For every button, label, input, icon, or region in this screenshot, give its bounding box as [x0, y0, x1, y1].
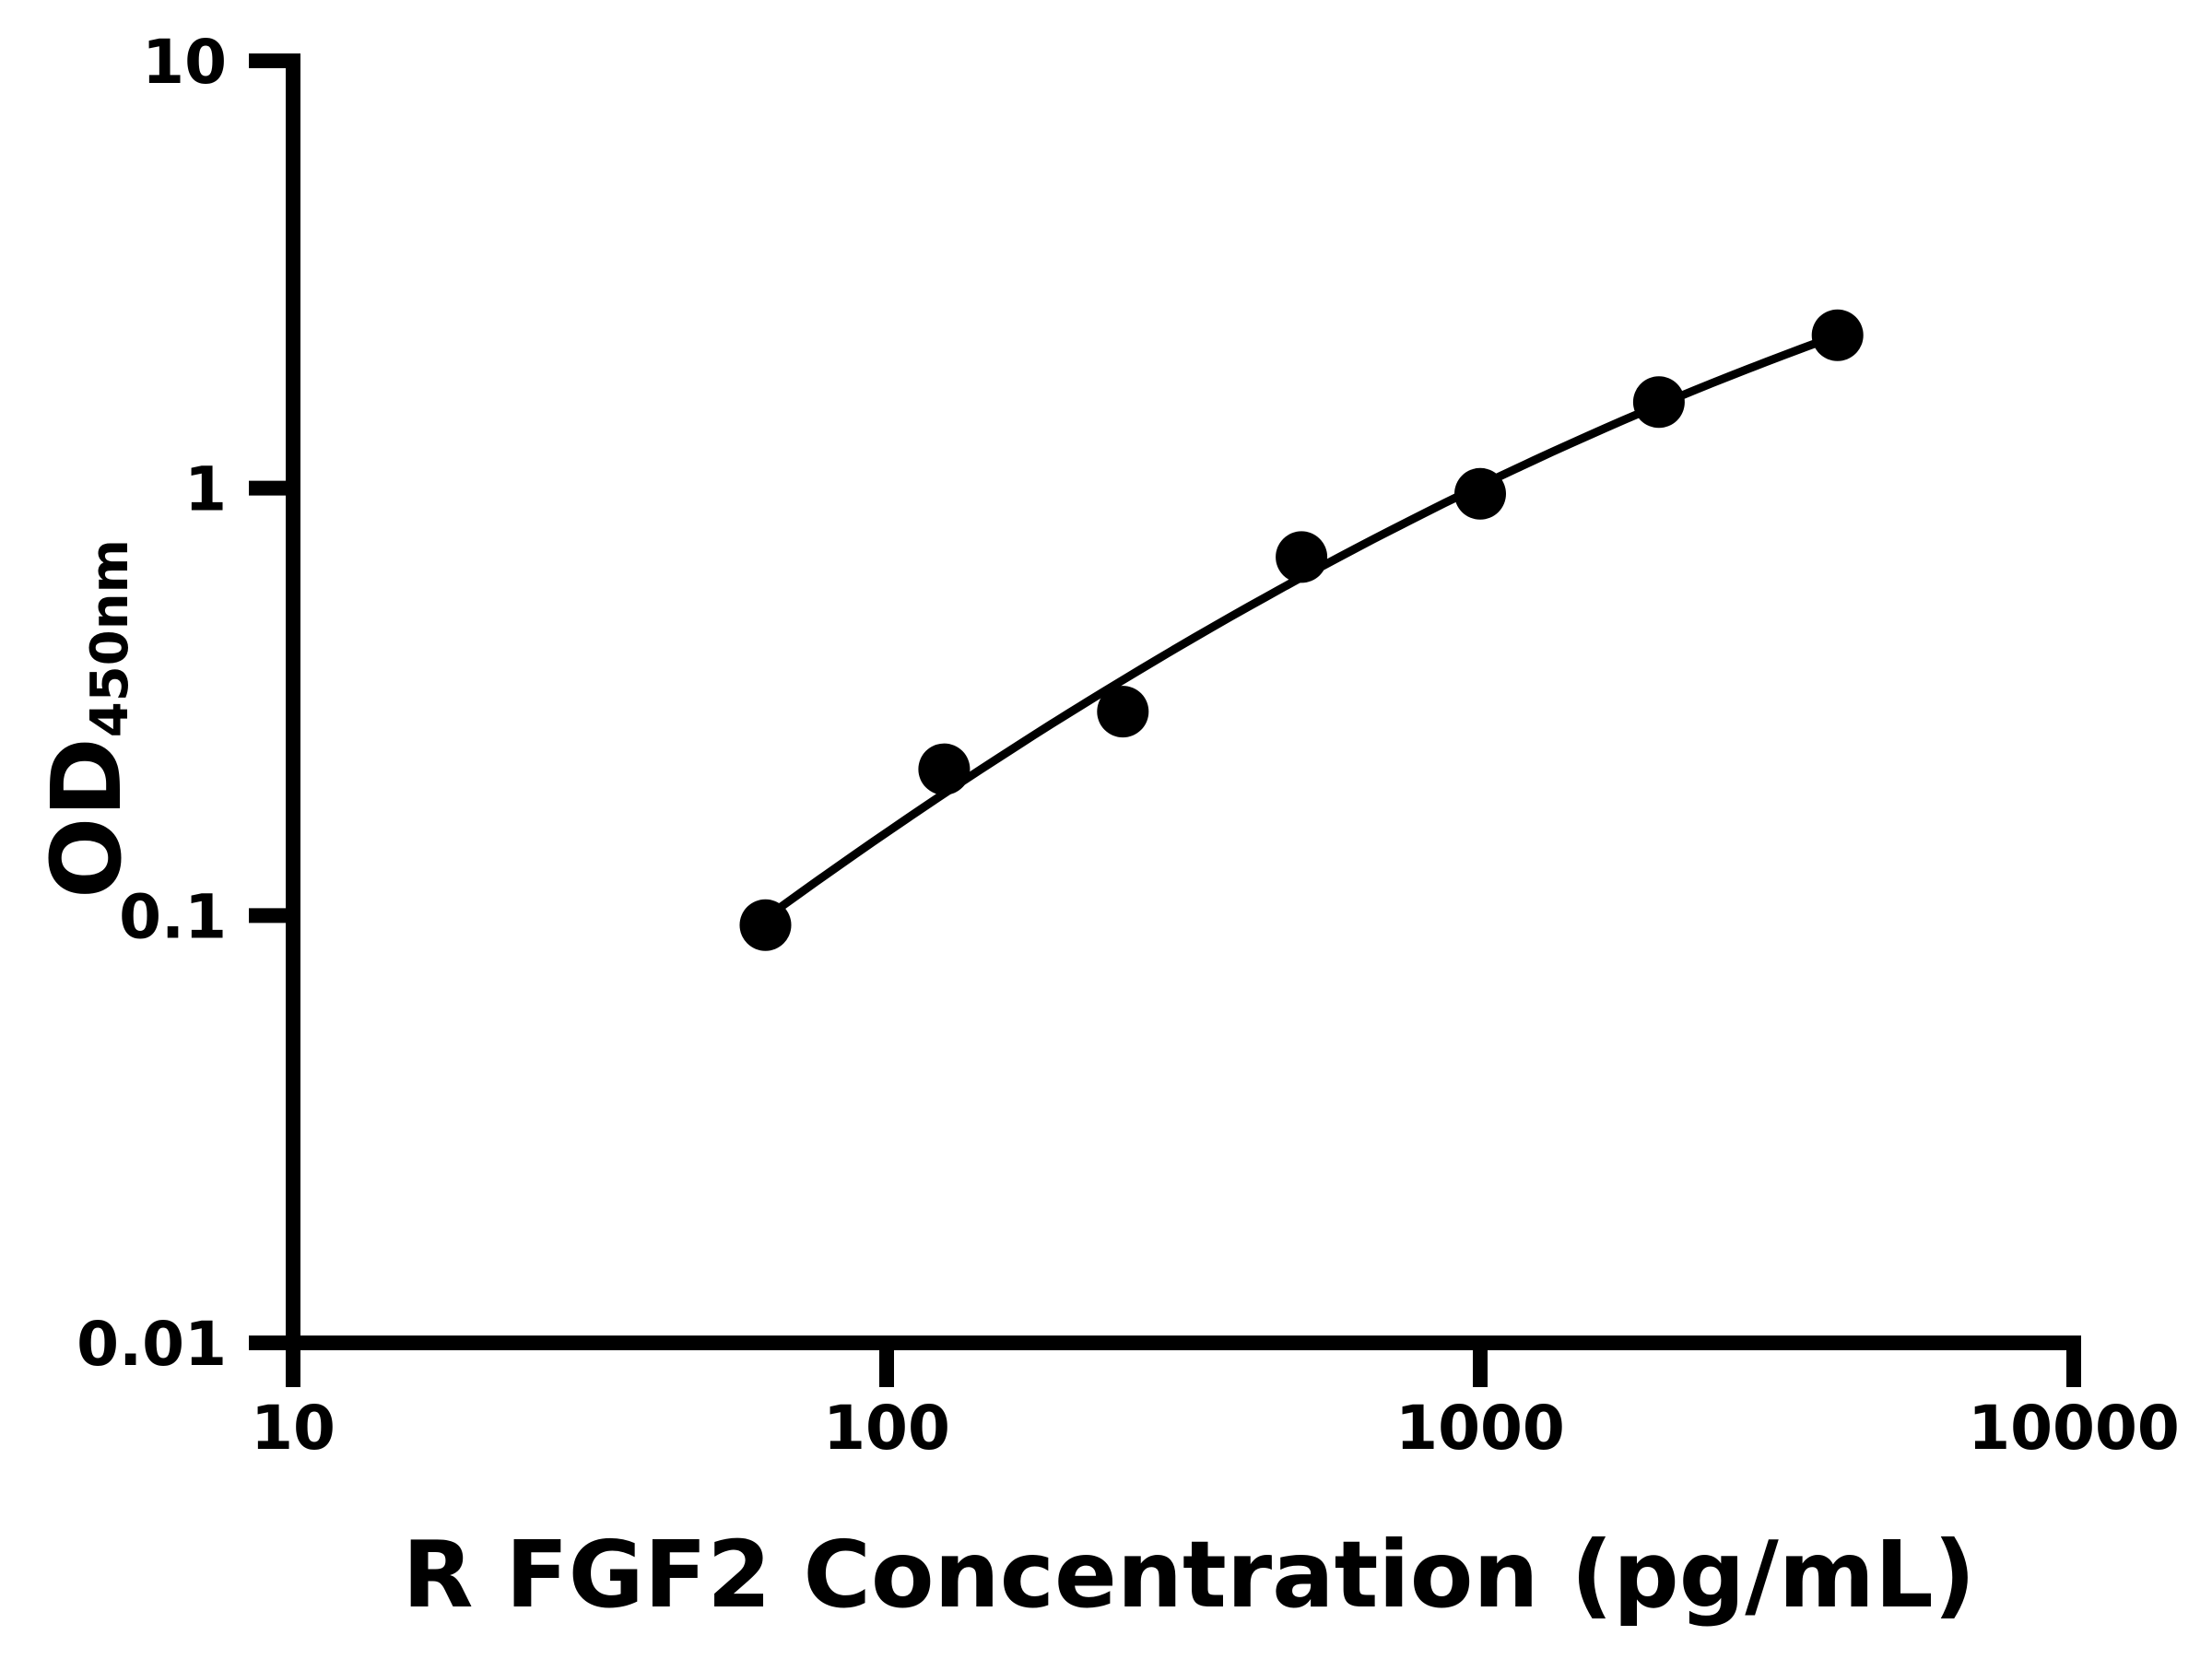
data-point: [739, 899, 792, 951]
data-point: [1276, 531, 1328, 583]
x-tick-label: 1000: [1395, 1393, 1565, 1464]
axes: [286, 53, 2081, 1350]
data-point: [1097, 686, 1149, 738]
y-tick-label: 0.1: [119, 881, 227, 952]
x-tick-label: 10000: [1968, 1393, 2180, 1464]
standard-curve-line: [761, 331, 1842, 923]
axis-ticks: [249, 53, 2081, 1387]
y-tick-label: 1: [184, 454, 227, 525]
axis-tick-labels: 10 100 1000 10000 10 1 0.1 0.01: [76, 27, 2180, 1464]
data-point: [918, 743, 971, 795]
y-axis-title-main: OD: [30, 737, 143, 899]
x-tick-label: 100: [823, 1393, 950, 1464]
y-axis-title-subscript: 450nm: [80, 539, 140, 737]
y-tick-label: 0.01: [76, 1309, 227, 1380]
data-point: [1632, 376, 1685, 429]
axis-spines: [286, 53, 2081, 1350]
data-point: [1454, 467, 1506, 520]
x-tick-label: 10: [251, 1393, 335, 1464]
y-tick-label: 10: [142, 27, 227, 98]
data-point: [1811, 309, 1864, 361]
data-points: [739, 309, 1864, 951]
fit-curve: [761, 331, 1842, 923]
y-axis-title: OD450nm: [30, 539, 143, 899]
x-axis-title: R FGF2 Concentration (pg/mL): [403, 1521, 1976, 1629]
